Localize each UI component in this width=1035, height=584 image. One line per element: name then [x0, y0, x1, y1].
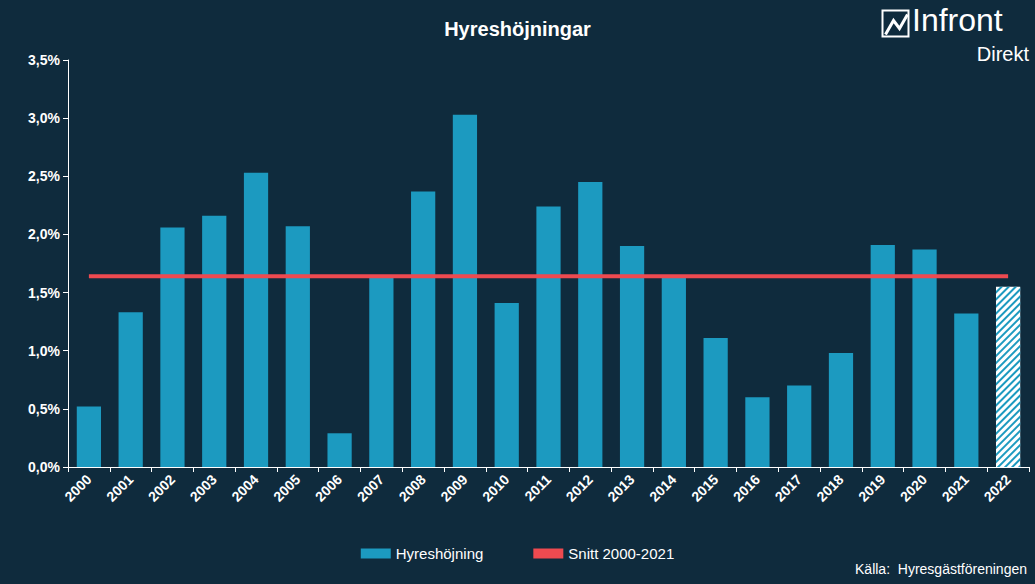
svg-text:3,0%: 3,0% [28, 110, 60, 126]
svg-text:2003: 2003 [187, 471, 220, 504]
svg-text:2004: 2004 [228, 471, 261, 504]
svg-text:0,5%: 0,5% [28, 401, 60, 417]
svg-text:Hyreshöjning: Hyreshöjning [396, 545, 484, 562]
svg-text:2002: 2002 [145, 471, 178, 504]
svg-text:1,5%: 1,5% [28, 285, 60, 301]
svg-text:2010: 2010 [479, 471, 512, 504]
svg-text:2012: 2012 [563, 471, 596, 504]
svg-text:2016: 2016 [730, 471, 763, 504]
svg-text:2020: 2020 [897, 471, 930, 504]
svg-text:2008: 2008 [395, 471, 428, 504]
svg-text:2011: 2011 [521, 471, 554, 504]
svg-text:1,0%: 1,0% [28, 343, 60, 359]
svg-text:2,5%: 2,5% [28, 168, 60, 184]
svg-text:2021: 2021 [939, 471, 972, 504]
svg-text:2018: 2018 [813, 471, 846, 504]
svg-text:Infront: Infront [912, 2, 1003, 38]
svg-text:2019: 2019 [855, 471, 888, 504]
svg-text:2007: 2007 [354, 471, 387, 504]
svg-text:2009: 2009 [437, 471, 470, 504]
svg-text:2000: 2000 [61, 471, 94, 504]
svg-text:Källa: Hyresgästföreningen: Källa: Hyresgästföreningen [855, 561, 1027, 577]
svg-text:Direkt: Direkt [977, 43, 1030, 65]
svg-text:2015: 2015 [688, 471, 721, 504]
svg-text:2005: 2005 [270, 471, 303, 504]
svg-text:2,0%: 2,0% [28, 226, 60, 242]
svg-text:Snitt 2000-2021: Snitt 2000-2021 [568, 545, 674, 562]
svg-text:2006: 2006 [312, 471, 345, 504]
svg-text:Hyreshöjningar: Hyreshöjningar [444, 18, 591, 40]
svg-text:2001: 2001 [103, 471, 136, 504]
svg-text:2013: 2013 [604, 471, 637, 504]
svg-text:3,5%: 3,5% [28, 52, 60, 68]
svg-text:0,0%: 0,0% [28, 459, 60, 475]
svg-text:2017: 2017 [772, 471, 805, 504]
svg-text:2022: 2022 [980, 471, 1013, 504]
svg-text:2014: 2014 [646, 471, 679, 504]
